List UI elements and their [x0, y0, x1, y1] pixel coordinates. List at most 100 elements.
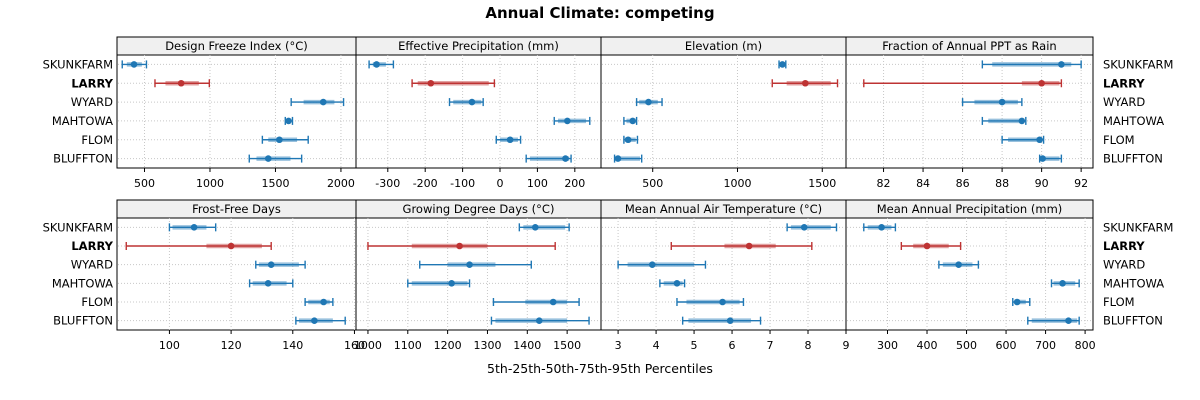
- site-label-right: BLUFFTON: [1103, 152, 1163, 166]
- median-dot: [1059, 280, 1066, 287]
- median-dot: [1058, 61, 1065, 68]
- median-dot: [264, 280, 272, 287]
- median-dot: [311, 317, 318, 324]
- axis-tick-label: 6: [729, 339, 736, 352]
- axis-tick-label: -300: [375, 177, 400, 190]
- median-dot: [319, 98, 327, 106]
- site-label-left: BLUFFTON: [53, 152, 113, 166]
- median-dot: [745, 242, 753, 250]
- axis-tick-label: 86: [956, 177, 970, 190]
- panel-growing-degree-days-c: [355, 217, 602, 331]
- axis-tick-label: 700: [1035, 339, 1056, 352]
- panel-elevation-m: [600, 54, 847, 169]
- axis-tick-label: -100: [450, 177, 475, 190]
- axis-tick-label: 1000: [354, 339, 382, 352]
- median-dot: [130, 61, 138, 68]
- median-dot: [320, 298, 327, 306]
- axis-tick-label: 1000: [723, 177, 751, 190]
- median-dot: [1065, 317, 1072, 324]
- site-label-right: MAHTOWA: [1103, 276, 1164, 290]
- panel-strip-title: Mean Annual Precipitation (mm): [877, 202, 1063, 216]
- axis-tick-label: 600: [996, 339, 1017, 352]
- axis-tick-label: 100: [527, 177, 548, 190]
- median-dot: [629, 117, 637, 125]
- median-dot: [373, 61, 380, 68]
- axis-tick-label: 3: [615, 339, 622, 352]
- panel-design-freeze-index-c: [116, 54, 357, 169]
- axis-tick-label: 1500: [261, 177, 289, 190]
- site-label-left: BLUFFTON: [53, 314, 113, 328]
- site-label-left: LARRY: [71, 76, 113, 90]
- median-dot: [531, 224, 539, 231]
- axis-tick-label: 1400: [513, 339, 541, 352]
- median-dot: [673, 280, 681, 287]
- panel-mean-annual-air-temperature-c: [600, 217, 847, 331]
- site-label-left: MAHTOWA: [52, 276, 113, 290]
- site-label-left: MAHTOWA: [52, 114, 113, 128]
- site-label-right: FLOM: [1103, 295, 1135, 309]
- site-label-right: MAHTOWA: [1103, 114, 1164, 128]
- median-dot: [564, 117, 571, 125]
- site-label-left: WYARD: [71, 258, 113, 272]
- axis-tick-label: 1500: [808, 177, 836, 190]
- median-dot: [1036, 136, 1043, 144]
- median-dot: [998, 98, 1006, 106]
- median-dot: [276, 136, 283, 144]
- site-label-right: FLOM: [1103, 133, 1135, 147]
- panel-frost-free-days: [116, 217, 357, 331]
- median-dot: [456, 242, 463, 250]
- median-dot: [719, 298, 726, 306]
- median-dot: [1018, 117, 1026, 125]
- axis-tick-label: 500: [134, 177, 155, 190]
- site-label-left: LARRY: [71, 239, 113, 253]
- panel-strip-title: Mean Annual Air Temperature (°C): [625, 202, 822, 216]
- site-label-right: BLUFFTON: [1103, 314, 1163, 328]
- median-dot: [190, 224, 198, 231]
- axis-tick-label: 140: [282, 339, 303, 352]
- median-dot: [535, 317, 543, 324]
- axis-tick-label: 90: [1035, 177, 1049, 190]
- axis-tick-label: 300: [877, 339, 898, 352]
- panel-strip-title: Fraction of Annual PPT as Rain: [882, 39, 1056, 53]
- median-dot: [506, 136, 514, 144]
- panel-strip-title: Growing Degree Days (°C): [403, 202, 555, 216]
- axis-tick-label: 500: [642, 177, 663, 190]
- median-dot: [468, 98, 476, 106]
- axis-tick-label: 2000: [327, 177, 355, 190]
- median-dot: [177, 79, 185, 87]
- panel-strip-title: Effective Precipitation (mm): [398, 39, 559, 53]
- panel-strip-title: Elevation (m): [685, 39, 762, 53]
- site-label-right: LARRY: [1103, 76, 1145, 90]
- axis-tick-label: 500: [956, 339, 977, 352]
- median-dot: [955, 261, 962, 268]
- axis-tick-label: 400: [917, 339, 938, 352]
- axis-tick-label: 200: [564, 177, 585, 190]
- median-dot: [549, 298, 557, 306]
- site-label-right: SKUNKFARM: [1103, 57, 1173, 71]
- median-dot: [648, 261, 656, 268]
- page-title: Annual Climate: competing: [485, 4, 715, 22]
- median-dot: [466, 261, 473, 268]
- axis-tick-label: 100: [159, 339, 180, 352]
- site-label-left: FLOM: [81, 295, 113, 309]
- panel-strip-title: Design Freeze Index (°C): [165, 39, 308, 53]
- panel-mean-annual-precipitation-mm: [845, 217, 1094, 331]
- axis-tick-label: 160: [344, 339, 365, 352]
- panel-fraction-of-annual-ppt-as-rain: [845, 54, 1094, 169]
- median-dot: [227, 242, 235, 250]
- median-dot: [779, 61, 786, 68]
- median-dot: [878, 224, 885, 231]
- panel-strip-title: Frost-Free Days: [192, 202, 281, 216]
- median-dot: [1039, 155, 1046, 162]
- axis-tick-label: 1200: [434, 339, 462, 352]
- axis-caption: 5th-25th-50th-75th-95th Percentiles: [487, 361, 713, 376]
- median-dot: [645, 98, 652, 106]
- axis-tick-label: 1300: [473, 339, 501, 352]
- site-label-right: LARRY: [1103, 239, 1145, 253]
- axis-tick-label: 8: [805, 339, 812, 352]
- axis-tick-label: 5: [691, 339, 698, 352]
- median-dot: [1013, 298, 1021, 306]
- site-label-right: WYARD: [1103, 258, 1145, 272]
- median-dot: [614, 155, 622, 162]
